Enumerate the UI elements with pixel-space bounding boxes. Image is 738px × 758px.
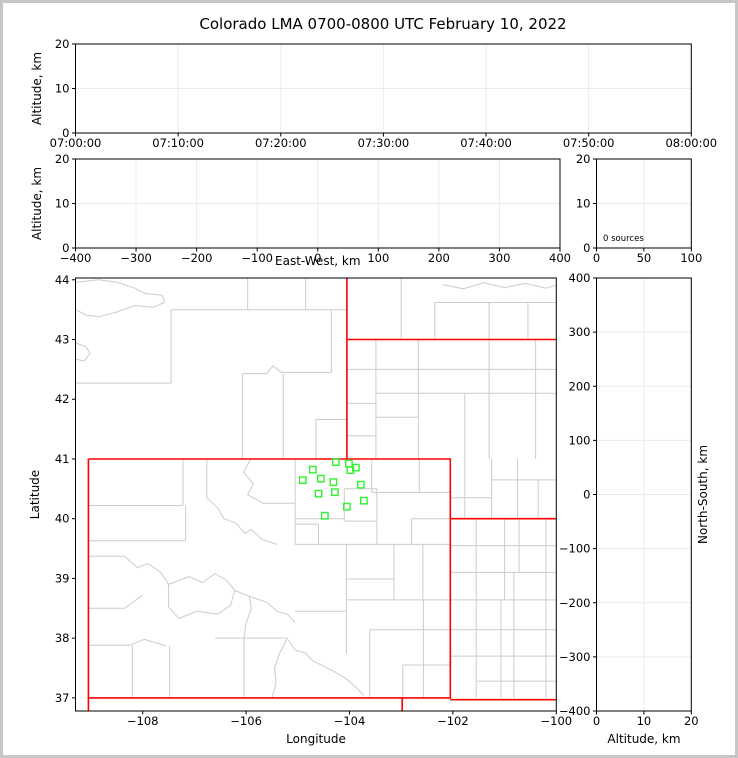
plan_map-ylabel: Latitude: [28, 470, 42, 519]
lma-station-marker: [356, 480, 365, 489]
x-tick-label: −400: [60, 251, 92, 265]
x-tick-label: 07:50:00: [563, 136, 615, 150]
ew_height-xlabel: East-West, km: [275, 254, 361, 268]
y-tick-label: 10: [55, 197, 70, 211]
y-tick-label: 10: [55, 82, 70, 96]
y-tick-label: 300: [569, 325, 591, 339]
time-height-panel: 07:00:00 07:10:00 07:20:00 07:30:00 07:40:00…: [30, 37, 717, 150]
plan-view-map-panel-frame: [75, 277, 557, 712]
lma-station-marker: [330, 488, 339, 497]
x-tick-label: 10: [637, 714, 652, 728]
x-tick-label: 20: [684, 714, 699, 728]
y-tick-label: −300: [559, 650, 591, 664]
x-tick-label: 300: [488, 251, 510, 265]
lma-station-marker: [298, 476, 307, 485]
x-tick-label: 0: [593, 251, 600, 265]
north-south-height-panel: 0 10 20 −400 −300 −200 −100 0 100 200 300 400 Altitu…: [559, 271, 710, 746]
lma-station-marker: [316, 474, 325, 483]
x-tick-label: 100: [680, 251, 702, 265]
time_height-ylabel: Altitude, km: [30, 52, 44, 125]
lma-station-marker: [320, 511, 329, 520]
x-tick-label: 0: [593, 714, 600, 728]
source-count-panel-ticks: 0 50 100 0 10 20: [576, 152, 702, 265]
x-tick-label: 07:10:00: [152, 136, 204, 150]
y-tick-label: 0: [62, 241, 69, 255]
east-west-height-panel-ticks: −400 −300 −200 −100 0 100 200 300 400 0 10 20: [55, 152, 571, 265]
map-state-lines: [87, 278, 557, 711]
x-tick-label: 200: [428, 251, 450, 265]
x-tick-label: −104: [334, 714, 366, 728]
plan-view-map-panel: −108 −106 −104 −102 −100 37 38 39 40 41 42 43 44 Long…: [28, 273, 572, 746]
east-west-height-panel-grid: [75, 158, 561, 249]
ns_height-ylabel-right: North-South, km: [696, 445, 710, 544]
x-tick-label: −200: [181, 251, 213, 265]
plot-canvas: 07:00:00 07:10:00 07:20:00 07:30:00 07:40:00…: [28, 37, 717, 746]
north-south-height-panel-ticks: 0 10 20 −400 −300 −200 −100 0 100 200 300 400: [559, 271, 699, 728]
lma-station-marker: [314, 489, 323, 498]
x-tick-label: 0: [314, 251, 321, 265]
y-tick-label: 37: [55, 691, 70, 705]
y-tick-label: 38: [55, 631, 70, 645]
y-tick-label: 44: [55, 273, 70, 287]
x-tick-label: 07:30:00: [358, 136, 410, 150]
y-tick-label: −100: [559, 542, 591, 556]
lma-station-marker: [344, 459, 353, 468]
y-tick-label: −400: [559, 704, 591, 718]
x-tick-label: −100: [541, 714, 573, 728]
x-tick-label: 07:20:00: [255, 136, 307, 150]
x-tick-label: −102: [437, 714, 469, 728]
lma-station-markers: [298, 458, 368, 520]
lma-station-marker: [331, 458, 340, 467]
x-tick-label: 07:40:00: [460, 136, 512, 150]
x-tick-label: 400: [549, 251, 571, 265]
y-tick-label: 0: [583, 488, 590, 502]
x-tick-label: 08:00:00: [665, 136, 717, 150]
y-tick-label: 100: [569, 433, 591, 447]
source-count-annotation: 0 sources: [603, 234, 644, 244]
y-tick-label: 10: [576, 197, 591, 211]
y-tick-label: 39: [55, 571, 70, 585]
y-tick-label: 43: [55, 333, 70, 347]
plan-view-map-panel-ticks: −108 −106 −104 −102 −100 37 38 39 40 41 42 43 44: [55, 273, 572, 728]
lma-station-marker: [308, 465, 317, 474]
plan_map-xlabel: Longitude: [286, 732, 346, 746]
figure-title: Colorado LMA 0700-0800 UTC February 10, …: [199, 15, 567, 33]
x-tick-label: −300: [120, 251, 152, 265]
lma-station-marker: [359, 496, 368, 505]
east-west-height-panel: −400 −300 −200 −100 0 100 200 300 400 0 10 20 East-W…: [30, 152, 571, 268]
y-tick-label: 42: [55, 392, 70, 406]
y-tick-label: 0: [62, 126, 69, 140]
map-county-lines: [75, 278, 557, 699]
source-count-panel: 0 50 100 0 10 20 0 sources: [576, 152, 702, 265]
x-tick-label: 100: [367, 251, 389, 265]
x-tick-label: −100: [241, 251, 273, 265]
north-south-height-panel-grid: [596, 277, 692, 712]
x-tick-label: −108: [127, 714, 159, 728]
y-tick-label: 0: [583, 241, 590, 255]
y-tick-label: 41: [55, 452, 70, 466]
y-tick-label: 20: [576, 152, 591, 166]
ns_height-xlabel: Altitude, km: [607, 732, 680, 746]
lma-station-marker: [351, 463, 360, 472]
y-tick-label: 400: [569, 271, 591, 285]
lma-station-marker: [342, 502, 351, 511]
y-tick-label: 20: [55, 37, 70, 51]
y-tick-label: 40: [55, 512, 70, 526]
y-tick-label: 20: [55, 152, 70, 166]
lma-station-marker: [329, 478, 338, 487]
ew_height-ylabel: Altitude, km: [30, 167, 44, 240]
time-height-panel-grid: [75, 43, 692, 134]
x-tick-label: 07:00:00: [50, 136, 102, 150]
x-tick-label: −106: [230, 714, 262, 728]
y-tick-label: −200: [559, 596, 591, 610]
time-height-panel-ticks: 07:00:00 07:10:00 07:20:00 07:30:00 07:40:00…: [50, 37, 717, 150]
x-tick-label: 50: [637, 251, 652, 265]
y-tick-label: 200: [569, 379, 591, 393]
